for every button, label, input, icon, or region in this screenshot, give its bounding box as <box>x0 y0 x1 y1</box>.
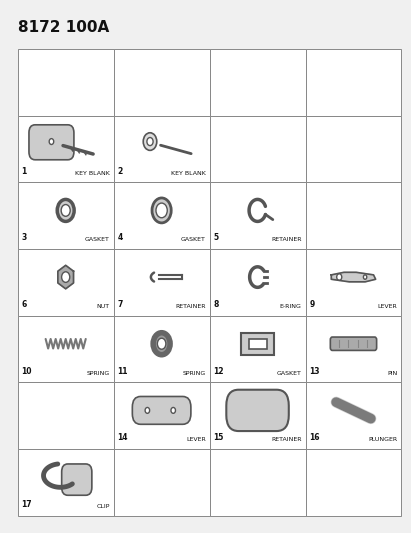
Text: GASKET: GASKET <box>181 237 206 243</box>
Text: GASKET: GASKET <box>85 237 110 243</box>
Circle shape <box>145 407 150 413</box>
Text: PLUNGER: PLUNGER <box>369 438 397 442</box>
Text: 9: 9 <box>309 300 314 309</box>
Bar <box>305 49 402 116</box>
FancyBboxPatch shape <box>330 337 376 350</box>
Text: 4: 4 <box>118 233 123 243</box>
FancyBboxPatch shape <box>226 390 289 431</box>
Bar <box>114 49 210 116</box>
Circle shape <box>62 272 70 282</box>
Bar <box>305 382 402 449</box>
Polygon shape <box>58 265 74 289</box>
Text: 16: 16 <box>309 433 320 442</box>
Bar <box>114 449 210 516</box>
Circle shape <box>57 199 74 221</box>
Circle shape <box>147 138 153 146</box>
Text: NUT: NUT <box>97 304 110 309</box>
Text: E-RING: E-RING <box>280 304 302 309</box>
Text: 7: 7 <box>118 300 123 309</box>
Polygon shape <box>331 272 376 282</box>
Circle shape <box>143 133 157 150</box>
Text: 15: 15 <box>213 433 224 442</box>
Bar <box>114 316 210 382</box>
Text: 8: 8 <box>213 300 219 309</box>
Text: 10: 10 <box>21 367 32 376</box>
Bar <box>305 182 402 249</box>
Text: KEY BLANK: KEY BLANK <box>75 171 110 176</box>
Bar <box>210 49 305 116</box>
Bar <box>210 116 305 182</box>
Bar <box>210 182 305 249</box>
Circle shape <box>152 198 171 223</box>
Bar <box>305 116 402 182</box>
Bar <box>114 249 210 316</box>
FancyBboxPatch shape <box>29 125 74 160</box>
Bar <box>18 382 114 449</box>
Text: KEY BLANK: KEY BLANK <box>171 171 206 176</box>
Bar <box>114 382 210 449</box>
Text: 17: 17 <box>21 500 32 509</box>
FancyBboxPatch shape <box>62 464 92 495</box>
Circle shape <box>153 333 170 355</box>
Text: 12: 12 <box>213 367 224 376</box>
Text: 3: 3 <box>21 233 27 243</box>
Bar <box>18 249 114 316</box>
Bar <box>305 249 402 316</box>
Bar <box>210 449 305 516</box>
Text: 6: 6 <box>21 300 27 309</box>
Bar <box>114 182 210 249</box>
Text: 1: 1 <box>21 167 27 176</box>
Bar <box>18 316 114 382</box>
Circle shape <box>171 407 175 413</box>
Text: RETAINER: RETAINER <box>271 438 302 442</box>
Text: 5: 5 <box>213 233 219 243</box>
Bar <box>18 182 114 249</box>
Circle shape <box>61 205 70 216</box>
Text: LEVER: LEVER <box>186 438 206 442</box>
Circle shape <box>157 338 166 349</box>
Text: GASKET: GASKET <box>277 371 302 376</box>
Circle shape <box>156 203 167 218</box>
Bar <box>210 249 305 316</box>
Text: RETAINER: RETAINER <box>175 304 206 309</box>
Bar <box>249 339 266 349</box>
Bar <box>241 334 275 355</box>
Text: SPRING: SPRING <box>87 371 110 376</box>
Bar <box>210 316 305 382</box>
Text: LEVER: LEVER <box>378 304 397 309</box>
Text: 11: 11 <box>118 367 128 376</box>
Bar <box>114 116 210 182</box>
Bar <box>18 49 114 116</box>
Text: SPRING: SPRING <box>182 371 206 376</box>
Bar <box>305 316 402 382</box>
Text: CLIP: CLIP <box>97 504 110 509</box>
Bar <box>18 449 114 516</box>
Text: 14: 14 <box>118 433 128 442</box>
Circle shape <box>337 274 342 280</box>
Text: RETAINER: RETAINER <box>271 237 302 243</box>
Bar <box>305 449 402 516</box>
FancyBboxPatch shape <box>132 397 191 424</box>
Circle shape <box>369 417 372 421</box>
Bar <box>18 116 114 182</box>
Text: PIN: PIN <box>387 371 397 376</box>
Bar <box>210 382 305 449</box>
Text: 8172 100A: 8172 100A <box>18 20 109 35</box>
Text: 13: 13 <box>309 367 320 376</box>
Text: 2: 2 <box>118 167 123 176</box>
Circle shape <box>363 275 367 279</box>
Circle shape <box>49 139 54 144</box>
